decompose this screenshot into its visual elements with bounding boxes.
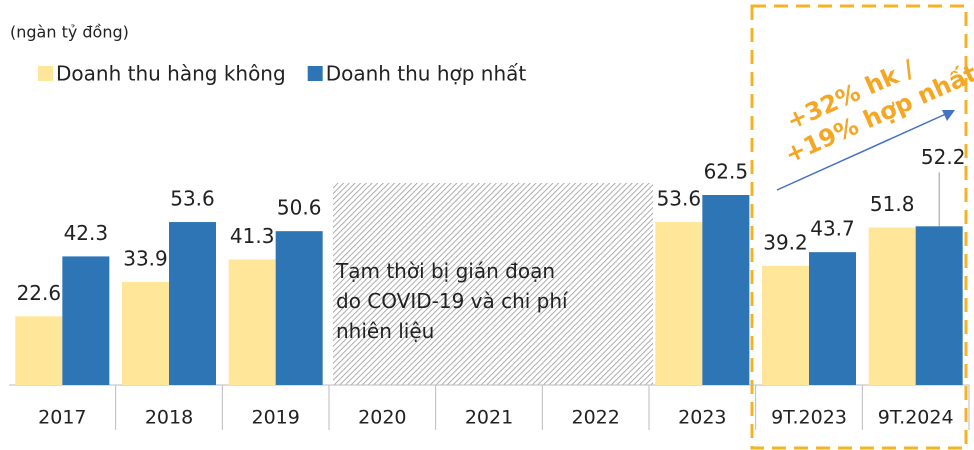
highlight-box xyxy=(750,4,968,450)
x-tick-label: 2019 xyxy=(251,407,299,429)
x-tick-label: 2017 xyxy=(38,407,86,429)
gap-note: Tạm thời bị gián đoạn do COVID-19 và chi … xyxy=(335,259,569,343)
arrow-head xyxy=(942,110,955,121)
x-tick-label: 2022 xyxy=(571,407,619,429)
legend-swatch xyxy=(307,66,323,81)
legend-swatch xyxy=(38,66,53,81)
bar xyxy=(62,256,110,385)
bar xyxy=(169,222,216,385)
data-label: 51.8 xyxy=(870,192,915,216)
bar xyxy=(702,195,750,385)
x-tick-label: 2018 xyxy=(145,407,193,429)
x-tick-label: 9T.2023 xyxy=(771,407,847,429)
data-label: 39.2 xyxy=(763,230,808,254)
x-tick-label: 9T.2024 xyxy=(878,407,954,429)
data-label: 53.6 xyxy=(657,187,702,211)
bar xyxy=(762,265,809,385)
x-tick-label: 2023 xyxy=(678,407,726,429)
gap-note-line: Tạm thời bị gián đoạn xyxy=(335,259,555,283)
data-label: 41.3 xyxy=(230,224,275,248)
gap-note-line: nhiên liệu xyxy=(336,319,434,343)
data-label: 42.3 xyxy=(64,221,109,245)
bar xyxy=(275,231,323,385)
bar xyxy=(228,259,276,385)
data-label: 52.2 xyxy=(921,145,966,169)
x-tick-label: 2021 xyxy=(465,407,513,429)
bar xyxy=(15,316,63,385)
data-label: 43.7 xyxy=(810,217,855,241)
trend-arrow xyxy=(776,112,949,191)
gap-note-line: do COVID-19 và chi phí xyxy=(336,289,569,313)
unit-label: (ngàn tỷ đồng) xyxy=(10,23,129,42)
data-label: 53.6 xyxy=(170,187,215,211)
data-label: 50.6 xyxy=(277,196,322,220)
bar xyxy=(915,226,963,385)
bar xyxy=(868,227,916,385)
data-label: 22.6 xyxy=(17,281,62,305)
data-label: 62.5 xyxy=(704,160,749,184)
bar xyxy=(809,252,856,385)
legend-label: Doanh thu hợp nhất xyxy=(326,62,527,86)
gap-region xyxy=(333,183,653,385)
bar xyxy=(655,222,703,385)
bar xyxy=(122,281,169,385)
x-tick-label: 2020 xyxy=(358,407,406,429)
data-label: 33.9 xyxy=(123,246,168,270)
legend-label: Doanh thu hàng không xyxy=(56,62,286,86)
